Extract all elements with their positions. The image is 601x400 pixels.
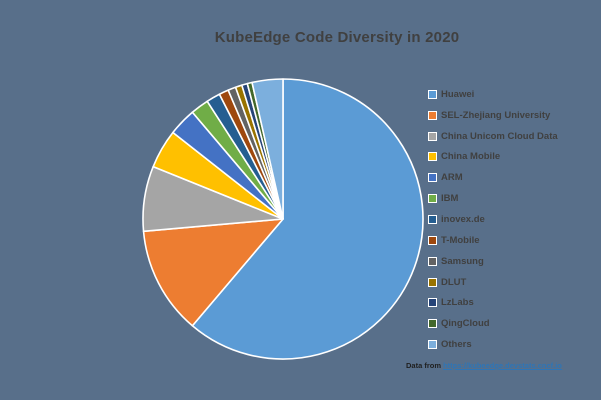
legend-swatch-icon [428, 277, 437, 287]
legend-swatch-icon [428, 152, 437, 162]
legend-item: Others [428, 334, 558, 355]
legend-swatch-icon [428, 298, 437, 308]
legend-label: DLUT [441, 276, 467, 288]
legend-label: China Unicom Cloud Data [441, 130, 558, 142]
legend-item: Samsung [428, 251, 558, 272]
pie-slice-huawei [191, 78, 424, 360]
legend-label: Samsung [441, 255, 484, 267]
legend-swatch-icon [428, 89, 437, 99]
legend-item: T-Mobile [428, 230, 558, 251]
legend-item: LzLabs [428, 292, 558, 313]
pie-slice-sel-zhejiang-university [142, 218, 284, 327]
pie-slice-others [251, 78, 284, 220]
legend-label: Others [441, 339, 472, 351]
legend-label: Huawei [441, 88, 475, 100]
legend-item: SEL-Zhejiang University [428, 105, 558, 126]
legend-item: DLUT [428, 272, 558, 293]
legend-swatch-icon [428, 214, 437, 224]
legend-label: LzLabs [441, 297, 474, 309]
footer-attribution: Data from https://kubeedge.devstats.cncf… [406, 361, 562, 370]
legend-label: SEL-Zhejiang University [441, 109, 551, 121]
legend-swatch-icon [428, 340, 437, 350]
legend-swatch-icon [428, 194, 437, 204]
legend-item: QingCloud [428, 313, 558, 334]
legend-label: T-Mobile [441, 234, 480, 246]
legend-item: Huawei [428, 84, 558, 105]
legend-swatch-icon [428, 319, 437, 329]
chart-title: KubeEdge Code Diversity in 2020 [214, 29, 460, 46]
legend-item: inovex.de [428, 209, 558, 230]
legend-item: IBM [428, 188, 558, 209]
legend-item: China Mobile [428, 147, 558, 168]
legend-label: QingCloud [441, 318, 490, 330]
legend-label: China Mobile [441, 151, 501, 163]
footer-prefix-text: Data from [406, 361, 444, 370]
legend-swatch-icon [428, 173, 437, 183]
data-source-link[interactable]: https://kubeedge.devstats.cncf.io [443, 361, 562, 370]
legend-item: ARM [428, 167, 558, 188]
legend-label: IBM [441, 193, 459, 205]
legend-swatch-icon [428, 235, 437, 245]
legend-swatch-icon [428, 110, 437, 120]
legend-swatch-icon [428, 256, 437, 266]
legend-label: ARM [441, 172, 463, 184]
legend-swatch-icon [428, 131, 437, 141]
chart-legend: Huawei SEL-Zhejiang University China Unico… [428, 84, 558, 355]
legend-label: inovex.de [441, 213, 485, 225]
legend-item: China Unicom Cloud Data [428, 126, 558, 147]
